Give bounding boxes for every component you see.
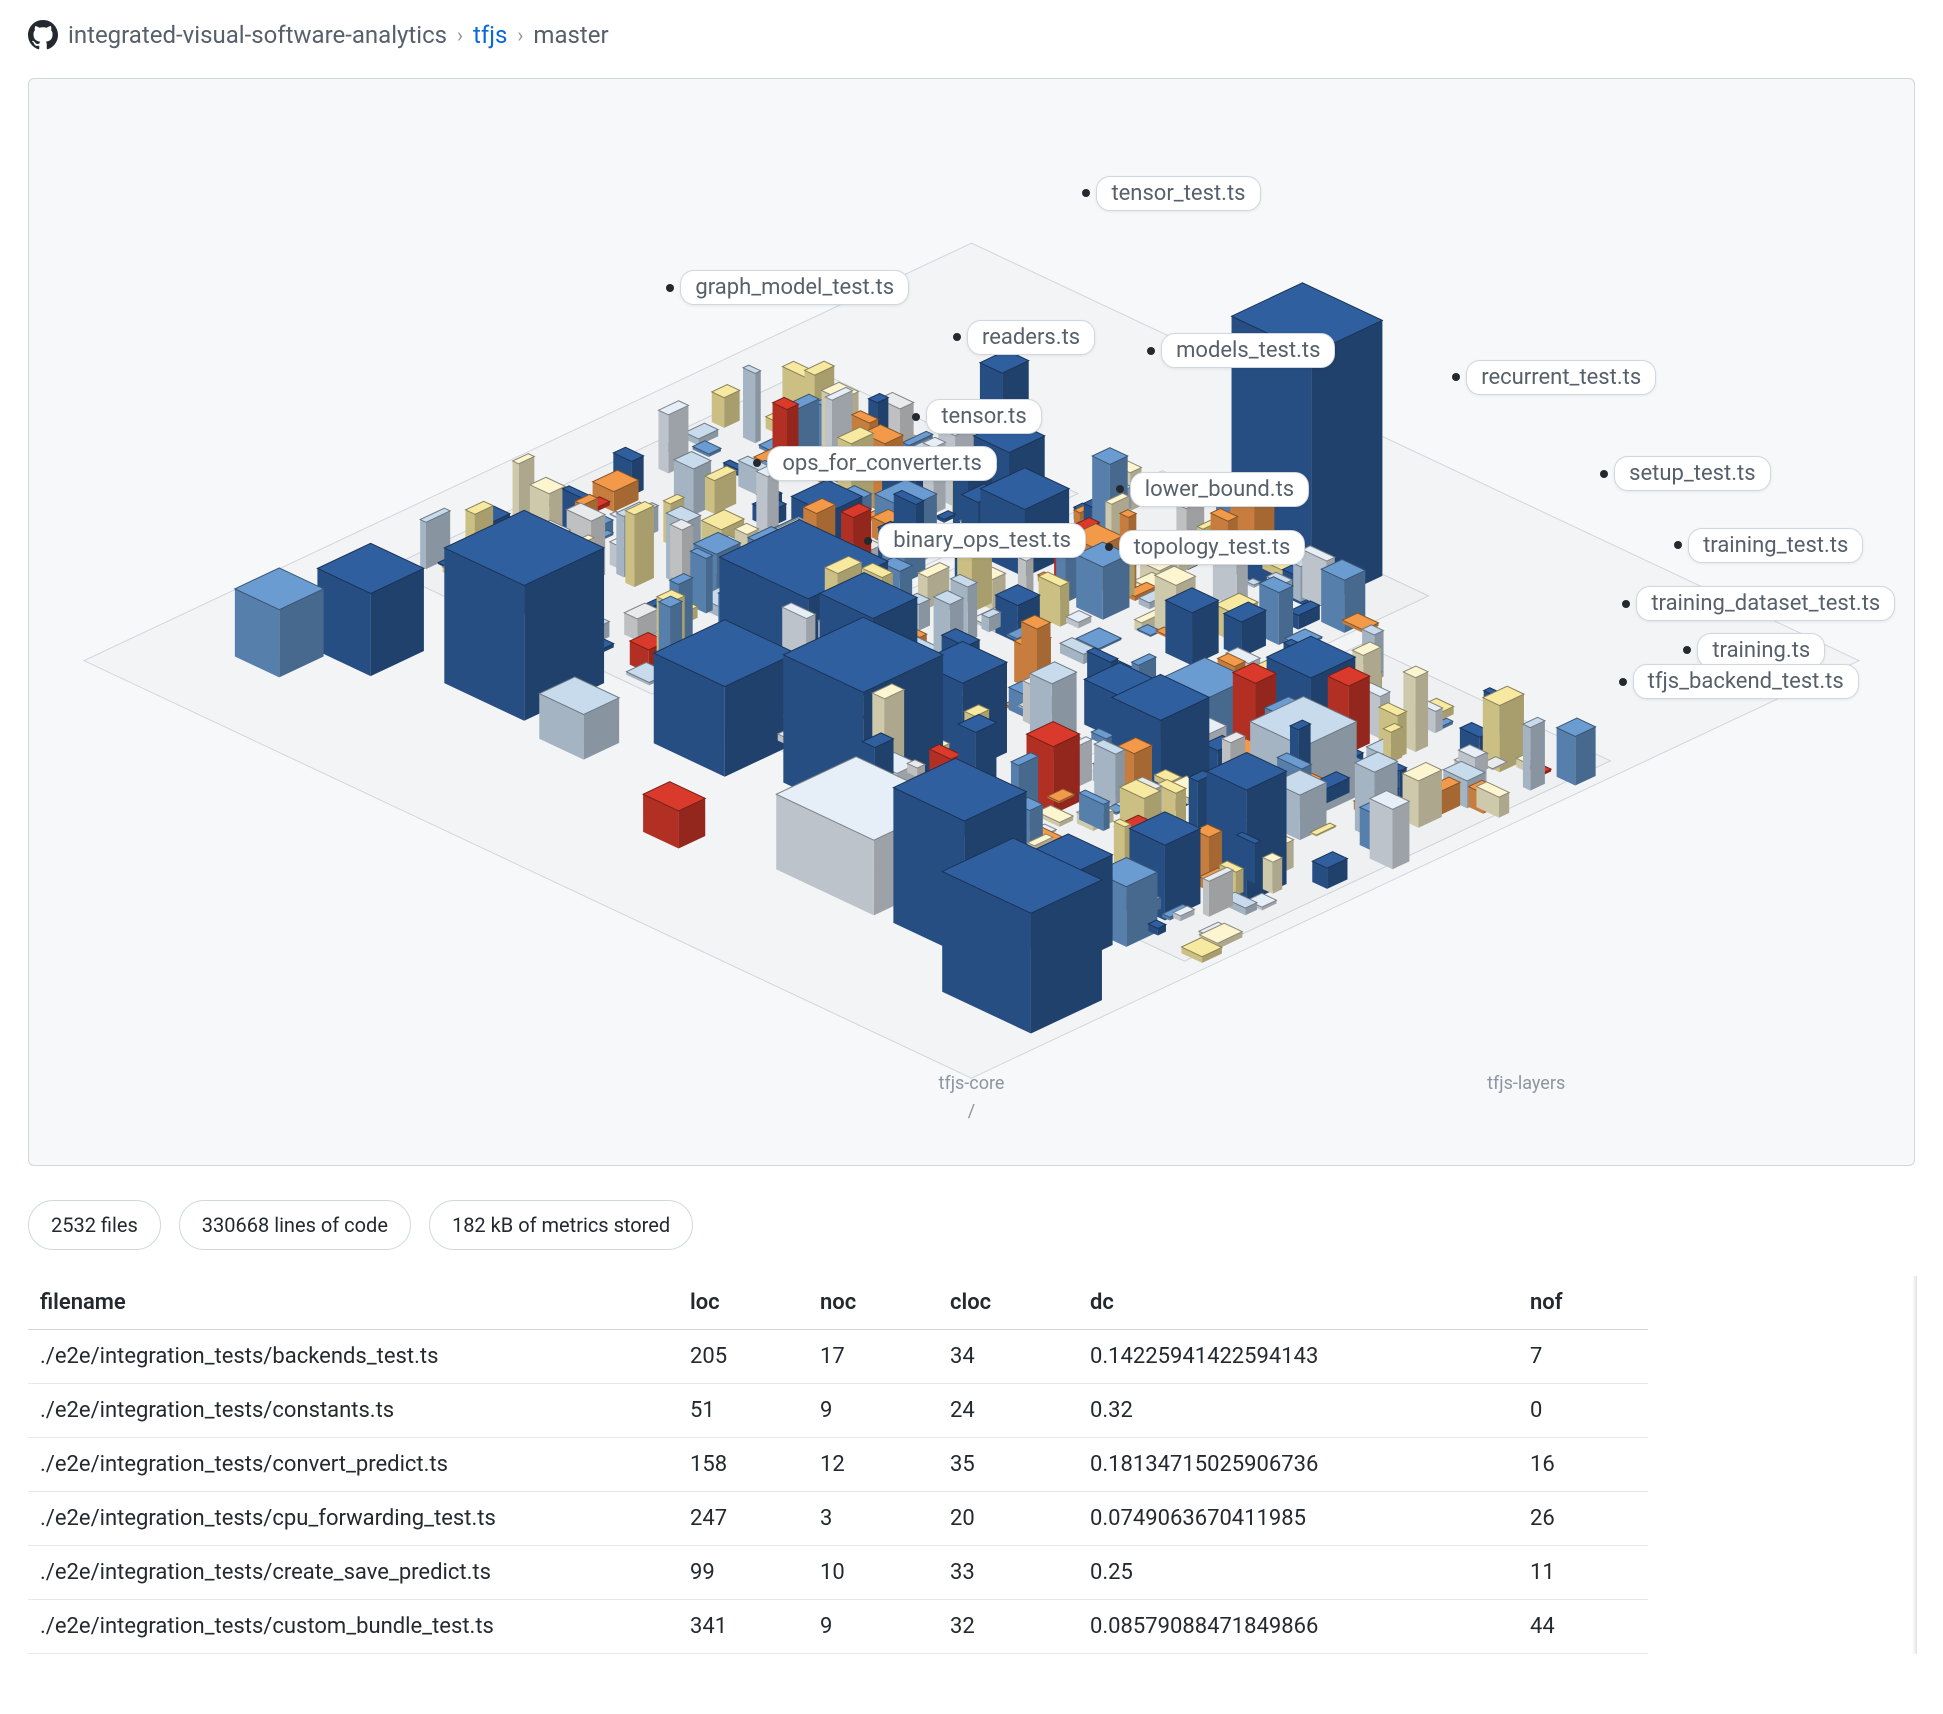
table-cell: 16 bbox=[1518, 1438, 1648, 1492]
col-cloc[interactable]: cloc bbox=[938, 1276, 1078, 1330]
chevron-icon: › bbox=[457, 23, 463, 47]
chip-files: 2532 files bbox=[28, 1200, 161, 1250]
metrics-table: filenamelocnocclocdcnof ./e2e/integratio… bbox=[28, 1276, 1648, 1654]
table-cell: 44 bbox=[1518, 1600, 1648, 1654]
breadcrumb-branch[interactable]: master bbox=[533, 21, 608, 49]
treemap-3d[interactable]: tensor_test.tsgraph_model_test.tsreaders… bbox=[47, 97, 1896, 1147]
breadcrumb-repo[interactable]: tfjs bbox=[473, 21, 507, 49]
github-icon bbox=[28, 20, 58, 50]
chevron-icon: › bbox=[517, 23, 523, 47]
chip-storage: 182 kB of metrics stored bbox=[429, 1200, 693, 1250]
breadcrumb: integrated-visual-software-analytics › t… bbox=[28, 20, 1915, 50]
table-row[interactable]: ./e2e/integration_tests/convert_predict.… bbox=[28, 1438, 1648, 1492]
table-row[interactable]: ./e2e/integration_tests/create_save_pred… bbox=[28, 1546, 1648, 1600]
table-cell: 12 bbox=[808, 1438, 938, 1492]
col-nof[interactable]: nof bbox=[1518, 1276, 1648, 1330]
table-cell: 34 bbox=[938, 1330, 1078, 1384]
table-cell: 35 bbox=[938, 1438, 1078, 1492]
table-body: ./e2e/integration_tests/backends_test.ts… bbox=[28, 1330, 1648, 1654]
table-cell: 0.25 bbox=[1078, 1546, 1518, 1600]
col-filename[interactable]: filename bbox=[28, 1276, 678, 1330]
table-cell: ./e2e/integration_tests/create_save_pred… bbox=[28, 1546, 678, 1600]
table-cell: 11 bbox=[1518, 1546, 1648, 1600]
table-cell: 341 bbox=[678, 1600, 808, 1654]
table-cell: 0.32 bbox=[1078, 1384, 1518, 1438]
table-cell: ./e2e/integration_tests/custom_bundle_te… bbox=[28, 1600, 678, 1654]
root-label: / bbox=[968, 1101, 975, 1122]
table-cell: ./e2e/integration_tests/constants.ts bbox=[28, 1384, 678, 1438]
table-cell: 10 bbox=[808, 1546, 938, 1600]
table-row[interactable]: ./e2e/integration_tests/constants.ts5192… bbox=[28, 1384, 1648, 1438]
table-cell: 3 bbox=[808, 1492, 938, 1546]
table-cell: 0.0749063670411985 bbox=[1078, 1492, 1518, 1546]
col-loc[interactable]: loc bbox=[678, 1276, 808, 1330]
table-cell: 0.08579088471849866 bbox=[1078, 1600, 1518, 1654]
district-label: tfjs-layers bbox=[1487, 1073, 1565, 1094]
table-row[interactable]: ./e2e/integration_tests/custom_bundle_te… bbox=[28, 1600, 1648, 1654]
table-cell: 99 bbox=[678, 1546, 808, 1600]
table-row[interactable]: ./e2e/integration_tests/cpu_forwarding_t… bbox=[28, 1492, 1648, 1546]
table-header-row: filenamelocnocclocdcnof bbox=[28, 1276, 1648, 1330]
table-cell: 0.18134715025906736 bbox=[1078, 1438, 1518, 1492]
table-cell: 20 bbox=[938, 1492, 1078, 1546]
table-row[interactable]: ./e2e/integration_tests/backends_test.ts… bbox=[28, 1330, 1648, 1384]
breadcrumb-org[interactable]: integrated-visual-software-analytics bbox=[68, 21, 447, 49]
district-label: tfjs-core bbox=[939, 1073, 1005, 1094]
table-cell: 7 bbox=[1518, 1330, 1648, 1384]
col-noc[interactable]: noc bbox=[808, 1276, 938, 1330]
table-cell: 205 bbox=[678, 1330, 808, 1384]
table-cell: 158 bbox=[678, 1438, 808, 1492]
table-cell: 24 bbox=[938, 1384, 1078, 1438]
table-cell: 247 bbox=[678, 1492, 808, 1546]
table-cell: 51 bbox=[678, 1384, 808, 1438]
chip-loc: 330668 lines of code bbox=[179, 1200, 411, 1250]
treemap-3d-panel: tensor_test.tsgraph_model_test.tsreaders… bbox=[28, 78, 1915, 1166]
table-cell: 26 bbox=[1518, 1492, 1648, 1546]
table-cell: ./e2e/integration_tests/backends_test.ts bbox=[28, 1330, 678, 1384]
table-cell: ./e2e/integration_tests/convert_predict.… bbox=[28, 1438, 678, 1492]
table-cell: 0 bbox=[1518, 1384, 1648, 1438]
table-cell: 0.14225941422594143 bbox=[1078, 1330, 1518, 1384]
table-cell: 32 bbox=[938, 1600, 1078, 1654]
table-cell: ./e2e/integration_tests/cpu_forwarding_t… bbox=[28, 1492, 678, 1546]
table-cell: 17 bbox=[808, 1330, 938, 1384]
metrics-table-wrap: filenamelocnocclocdcnof ./e2e/integratio… bbox=[28, 1276, 1915, 1654]
table-cell: 9 bbox=[808, 1384, 938, 1438]
table-cell: 9 bbox=[808, 1600, 938, 1654]
summary-chips: 2532 files 330668 lines of code 182 kB o… bbox=[28, 1200, 1915, 1250]
col-dc[interactable]: dc bbox=[1078, 1276, 1518, 1330]
table-cell: 33 bbox=[938, 1546, 1078, 1600]
